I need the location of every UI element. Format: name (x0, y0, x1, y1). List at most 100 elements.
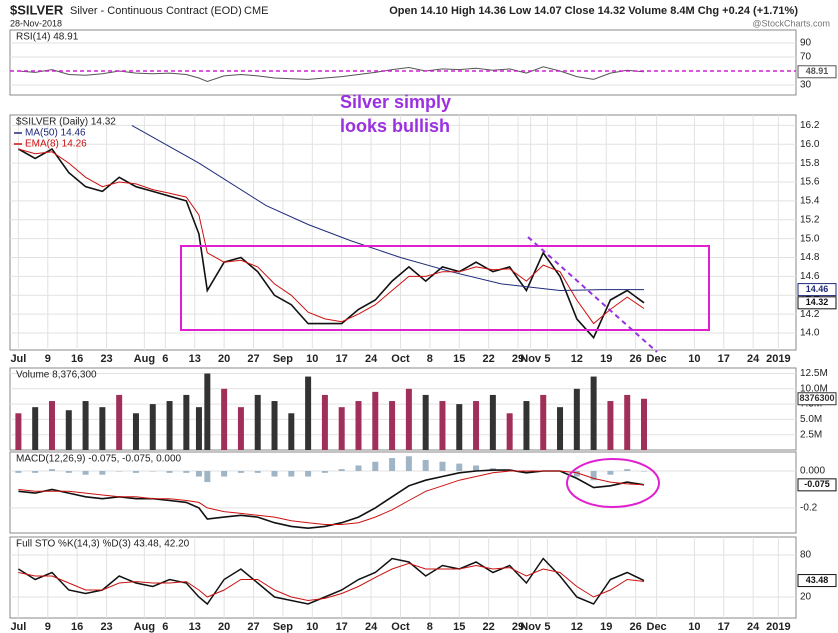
x-tick-label: 26 (629, 353, 641, 365)
histogram-bar (321, 471, 328, 473)
y-tick-label: 15.4 (800, 196, 820, 207)
volume-bar (254, 394, 261, 450)
volume-bar (557, 407, 564, 450)
volume-bar (641, 398, 648, 450)
histogram-bar (15, 471, 22, 473)
y-tick-label: 14.8 (800, 252, 820, 263)
volume-bar (456, 404, 463, 450)
volume-bar (99, 407, 106, 450)
x-tick-label: 8 (427, 353, 433, 365)
x-tick-label: 13 (189, 353, 201, 365)
volume-bar (149, 404, 156, 450)
x-tick-label: Sep (273, 353, 293, 365)
volume-bar (338, 407, 345, 450)
histogram-bar (523, 471, 530, 473)
volume-bar (32, 407, 39, 450)
symbol: $SILVER (10, 2, 64, 17)
volume-bar (166, 401, 173, 450)
panel-title: RSI(14) 48.91 (16, 32, 79, 43)
trend-line (527, 236, 658, 353)
x-tick-label: Oct (391, 621, 410, 633)
legend-entry: MA(50) 14.46 (25, 128, 86, 139)
x-tick-label: 23 (100, 621, 112, 633)
x-tick-label: 22 (483, 621, 495, 633)
x-tick-label: 20 (218, 621, 230, 633)
volume-bar (405, 388, 412, 450)
x-tick-label: 27 (247, 621, 259, 633)
x-tick-label: 6 (162, 621, 168, 633)
x-tick-label: 16 (71, 621, 83, 633)
volume-bar (65, 410, 72, 450)
x-tick-label: 17 (336, 353, 348, 365)
x-tick-label: 12 (571, 353, 583, 365)
volume-bar (473, 401, 480, 450)
volume-bar (590, 376, 597, 450)
value-tag (797, 65, 837, 79)
histogram-bar (473, 465, 480, 472)
volume-bar (132, 413, 139, 450)
histogram-bar (149, 471, 156, 472)
panel-frame (9, 536, 797, 619)
value-tag (797, 392, 837, 406)
volume-bar (321, 394, 328, 450)
x-tick-label: 15 (453, 353, 465, 365)
histogram-bar (641, 471, 648, 472)
y-tick-label: 5.0M (800, 414, 822, 425)
x-tick-label: 13 (189, 621, 201, 633)
volume-bar (15, 413, 22, 450)
y-tick-label: 20 (800, 592, 812, 603)
y-tick-label: 14.2 (800, 309, 820, 320)
volume-bar (82, 401, 89, 450)
histogram-bar (305, 471, 312, 477)
volume-bar (48, 401, 55, 450)
histogram-bar (405, 456, 412, 472)
histogram-bar (372, 461, 379, 472)
x-tick-label: Nov (520, 353, 542, 365)
series-line (131, 124, 644, 292)
x-tick-label: 27 (247, 353, 259, 365)
y-tick-label: 12.5M (800, 368, 828, 379)
volume-bar (204, 373, 211, 450)
x-tick-label: 5 (544, 621, 550, 633)
x-tick-label: Dec (647, 353, 667, 365)
histogram-bar (271, 471, 278, 477)
x-tick-label: 12 (571, 621, 583, 633)
x-tick-label: 24 (747, 621, 760, 633)
x-tick-label: 16 (71, 353, 83, 365)
annotation: looks bullish (340, 116, 450, 136)
x-tick-label: 23 (100, 353, 112, 365)
volume-bar (439, 401, 446, 450)
volume-bar (372, 391, 379, 450)
value-tag-label: 14.46 (806, 284, 829, 294)
histogram-bar (183, 471, 190, 473)
histogram-bar (221, 471, 228, 477)
credit: @StockCharts.com (752, 18, 830, 28)
x-tick-label: 10 (688, 621, 700, 633)
x-tick-label: 6 (162, 353, 168, 365)
histogram-bar (32, 471, 39, 473)
volume-bar (624, 394, 631, 450)
histogram-bar (439, 461, 446, 472)
histogram-bar (338, 469, 345, 472)
histogram-bar (48, 469, 55, 472)
histogram-bar (624, 469, 631, 472)
y-tick-label: 0.000 (800, 466, 825, 477)
histogram-bar (195, 471, 202, 477)
volume-bar (183, 394, 190, 450)
x-tick-label: 29 (512, 353, 524, 365)
x-tick-label: 19 (600, 353, 612, 365)
volume-bar (305, 376, 312, 450)
date: 28-Nov-2018 (10, 18, 62, 28)
y-tick-label: 15.8 (800, 158, 820, 169)
legend-entry: EMA(8) 14.26 (25, 139, 87, 150)
panel-title: $SILVER (Daily) 14.32 (16, 117, 116, 128)
y-tick-label: 15.6 (800, 177, 820, 188)
x-tick-label: Nov (520, 621, 542, 633)
series-line (18, 562, 645, 602)
x-tick-label: 10 (306, 353, 318, 365)
panel-frame (9, 451, 797, 534)
x-tick-label: 5 (544, 353, 550, 365)
histogram-bar (288, 471, 295, 477)
value-tag-label: 14.32 (806, 297, 829, 307)
